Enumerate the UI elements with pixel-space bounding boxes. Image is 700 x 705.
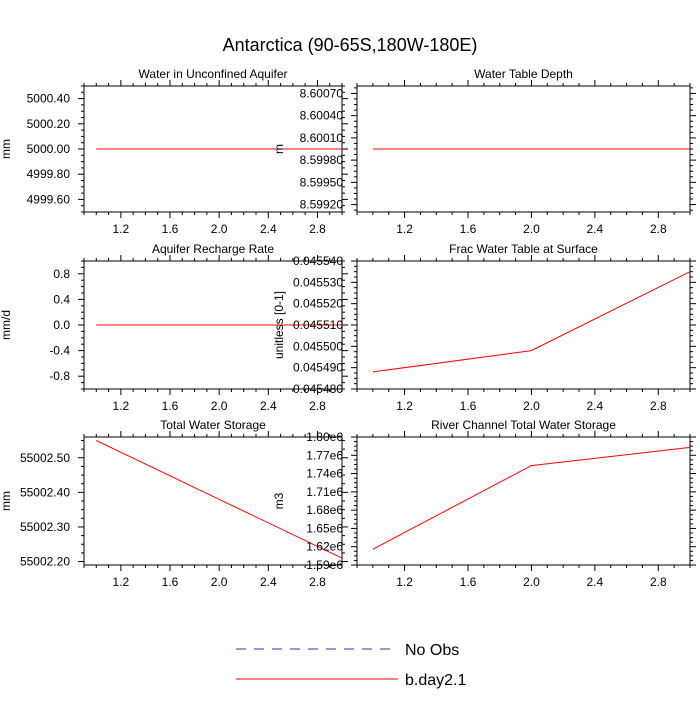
x-tick-label: 2.4 — [260, 575, 277, 589]
x-tick-label: 2.4 — [587, 399, 604, 413]
y-tick-label: 8.60070 — [300, 86, 344, 100]
x-tick-label: 2.8 — [309, 399, 326, 413]
x-tick-label: 1.2 — [113, 575, 130, 589]
y-tick-label: 8.59920 — [300, 198, 344, 212]
x-tick-label: 1.2 — [113, 222, 130, 236]
x-tick-label: 1.6 — [162, 222, 179, 236]
y-tick-label: 5000.20 — [27, 117, 71, 131]
x-tick-label: 2.4 — [260, 222, 277, 236]
x-tick-label: 2.8 — [650, 575, 667, 589]
y-axis-label: mm — [0, 139, 13, 159]
x-tick-label: 2.8 — [650, 222, 667, 236]
x-tick-label: 1.2 — [396, 575, 413, 589]
y-tick-label: 55002.30 — [20, 520, 70, 534]
plot-frame — [356, 260, 691, 390]
y-tick-label: 4999.60 — [27, 192, 71, 206]
y-tick-label: 0.8 — [53, 267, 70, 281]
panel-1: Water in Unconfined Aquifer mm 1.2 1.6 2.0 2.… — [0, 67, 348, 236]
x-tick-label: 2.0 — [523, 222, 540, 236]
x-tick-label: 2.4 — [587, 222, 604, 236]
y-tick-label: 55002.20 — [20, 555, 70, 569]
y-tick-label: 0.045490 — [293, 361, 343, 375]
panel-title: River Channel Total Water Storage — [431, 418, 616, 432]
x-tick-label: 2.0 — [523, 399, 540, 413]
x-tick-label: 2.8 — [650, 399, 667, 413]
figure-title: Antarctica (90-65S,180W-180E) — [223, 35, 478, 55]
y-tick-label: 1.77e6 — [306, 448, 343, 462]
y-tick-label: 8.60040 — [300, 109, 344, 123]
x-tick-label: 1.6 — [460, 575, 477, 589]
y-tick-label: 0.045520 — [293, 297, 343, 311]
y-tick-label: 5000.00 — [27, 142, 71, 156]
x-tick-label: 2.0 — [523, 575, 540, 589]
x-tick-label: 2.0 — [211, 575, 228, 589]
panel-title: Water Table Depth — [474, 67, 573, 81]
y-tick-label: 8.59980 — [300, 153, 344, 167]
y-axis-label: m — [272, 144, 286, 154]
series-line — [372, 446, 691, 550]
plot-frame — [83, 436, 343, 566]
y-tick-label: 0.045540 — [293, 254, 343, 268]
y-tick-label: 1.74e6 — [306, 467, 343, 481]
y-axis-label: unitless [0-1] — [272, 291, 286, 359]
x-tick-label: 1.6 — [162, 399, 179, 413]
y-tick-label: 1.65e6 — [306, 521, 343, 535]
y-tick-label: 0.0 — [53, 318, 70, 332]
y-tick-label: 0.4 — [53, 292, 70, 306]
y-tick-label: 1.80e6 — [306, 430, 343, 444]
y-axis-label: m3 — [272, 492, 286, 509]
panel-title: Frac Water Table at Surface — [449, 242, 598, 256]
y-tick-label: -0.8 — [49, 369, 70, 383]
x-tick-label: 1.6 — [460, 222, 477, 236]
y-tick-label: 1.68e6 — [306, 503, 343, 517]
y-axis-label: mm/d — [0, 310, 13, 340]
series-line — [372, 271, 691, 373]
x-tick-label: 1.2 — [396, 222, 413, 236]
y-tick-label: 5000.40 — [27, 92, 71, 106]
y-tick-label: 1.59e6 — [306, 558, 343, 572]
y-tick-label: 0.045530 — [293, 275, 343, 289]
panel-5: Total Water Storage mm 1.2 1.6 2.0 2.4 2.8 5500… — [0, 418, 348, 589]
legend-label: b.day2.1 — [405, 672, 466, 689]
series-line — [96, 440, 343, 559]
panel-6: River Channel Total Water Storage m3 1.2 1.… — [272, 418, 696, 589]
x-tick-label: 1.6 — [162, 575, 179, 589]
panel-title: Aquifer Recharge Rate — [152, 242, 274, 256]
y-tick-label: 4999.80 — [27, 167, 71, 181]
panel-title: Total Water Storage — [160, 418, 266, 432]
y-tick-label: -0.4 — [49, 344, 70, 358]
y-tick-label: 0.045510 — [293, 318, 343, 332]
panel-title: Water in Unconfined Aquifer — [139, 67, 288, 81]
panels-group: Water in Unconfined Aquifer mm 1.2 1.6 2.0 2.… — [0, 67, 696, 589]
panel-2: Water Table Depth m 1.2 1.6 2.0 2.4 2.8 8.59920… — [272, 67, 696, 236]
x-tick-label: 2.8 — [309, 222, 326, 236]
y-tick-label: 8.59950 — [300, 175, 344, 189]
y-tick-label: 0.045500 — [293, 339, 343, 353]
x-tick-label: 1.2 — [396, 399, 413, 413]
y-tick-label: 1.71e6 — [306, 485, 343, 499]
y-axis-label: mm — [0, 491, 13, 511]
x-tick-label: 2.8 — [309, 575, 326, 589]
x-tick-label: 2.4 — [260, 399, 277, 413]
legend-label: No Obs — [405, 642, 459, 659]
plot-frame — [356, 436, 691, 566]
x-tick-label: 1.2 — [113, 399, 130, 413]
legend: No Obs b.day2.1 — [236, 642, 466, 689]
y-tick-label: 55002.50 — [20, 451, 70, 465]
x-tick-label: 2.0 — [211, 222, 228, 236]
panel-4: Frac Water Table at Surface unitless [0-1… — [272, 242, 696, 413]
x-tick-label: 2.0 — [211, 399, 228, 413]
y-tick-label: 0.045480 — [293, 382, 343, 396]
x-tick-label: 2.4 — [587, 575, 604, 589]
panel-3: Aquifer Recharge Rate mm/d 1.2 1.6 2.0 2.4 2.8… — [0, 242, 348, 413]
y-tick-label: 55002.40 — [20, 485, 70, 499]
x-tick-label: 1.6 — [460, 399, 477, 413]
y-tick-label: 1.62e6 — [306, 540, 343, 554]
y-tick-label: 8.60010 — [300, 131, 344, 145]
